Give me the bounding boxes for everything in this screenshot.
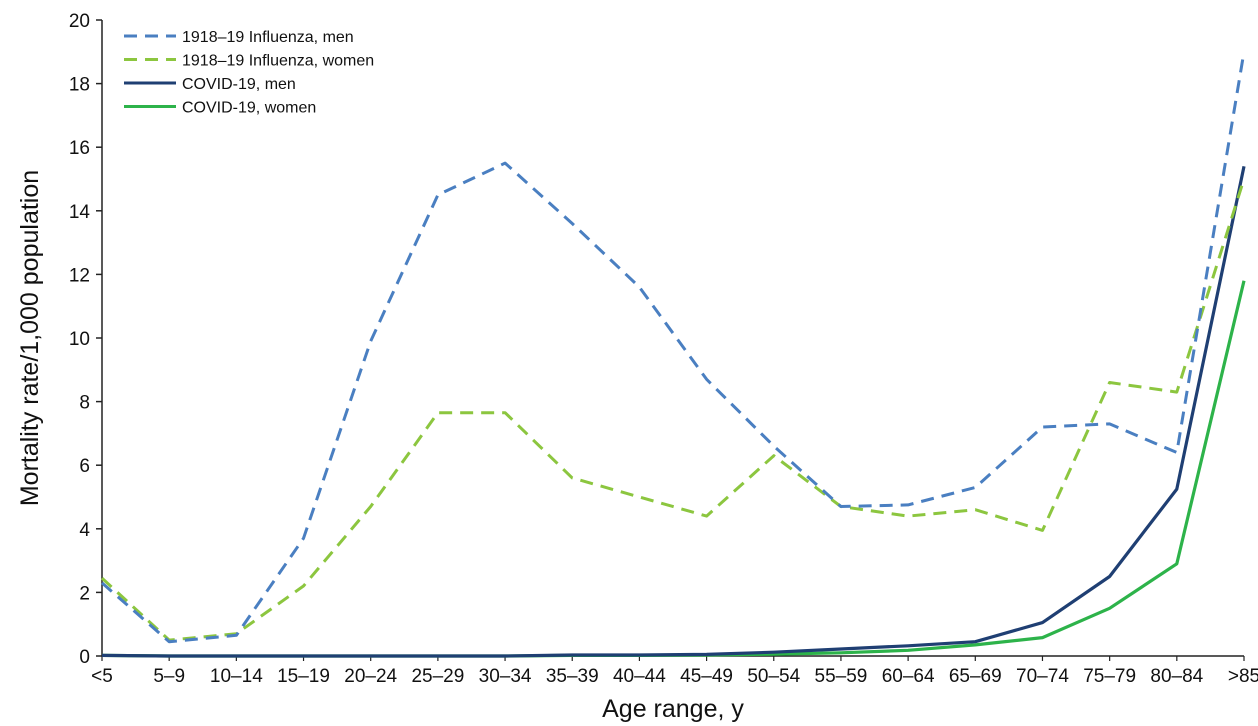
x-tick-label: 75–79 [1083,666,1136,687]
x-tick-label: 5–9 [153,666,185,687]
y-tick-label: 14 [69,202,91,223]
x-tick-label: 10–14 [210,666,263,687]
y-tick-label: 8 [79,393,90,414]
y-tick-label: 10 [69,329,90,350]
y-tick-label: 0 [79,647,90,668]
x-axis-title: Age range, y [602,695,744,723]
y-tick-label: 18 [69,75,90,96]
x-axis-ticks: <5 5–9 10–14 15–19 20–24 25–29 30–34 35–39 40–44… [91,656,1258,687]
x-tick-label: 20–24 [344,666,397,687]
x-tick-label: 50–54 [747,666,800,687]
x-tick-label: >85 [1228,666,1258,687]
y-tick-label: 2 [79,583,90,604]
legend-label: 1918–19 Influenza, men [182,29,354,46]
legend-label: 1918–19 Influenza, women [182,53,374,70]
x-tick-label: 70–74 [1016,666,1069,687]
x-tick-label: 60–64 [882,666,935,687]
series-layer [102,52,1244,656]
y-tick-label: 16 [69,138,90,159]
x-tick-label: 35–39 [546,666,599,687]
legend-label: COVID-19, men [182,76,296,93]
legend: 1918–19 Influenza, men 1918–19 Influenza,… [124,29,374,117]
y-tick-label: 6 [79,456,90,477]
x-tick-label: 65–69 [949,666,1002,687]
x-tick-label: 45–49 [680,666,733,687]
y-tick-label: 12 [69,265,90,286]
x-tick-label: 40–44 [613,666,666,687]
legend-label: COVID-19, women [182,100,316,117]
x-tick-label: 25–29 [411,666,464,687]
y-axis-title: Mortality rate/1,000 population [16,170,44,506]
y-axis-ticks: 0 2 4 6 8 10 12 14 16 18 20 [69,11,102,668]
x-tick-label: 80–84 [1150,666,1203,687]
x-tick-label: 55–59 [815,666,868,687]
series-line-1 [102,52,1244,642]
series-line-2 [102,179,1244,640]
x-tick-label: <5 [91,666,113,687]
x-tick-label: 15–19 [277,666,330,687]
x-tick-label: 30–34 [479,666,532,687]
y-tick-label: 20 [69,11,90,32]
y-tick-label: 4 [79,520,90,541]
series-line-4 [102,281,1244,656]
